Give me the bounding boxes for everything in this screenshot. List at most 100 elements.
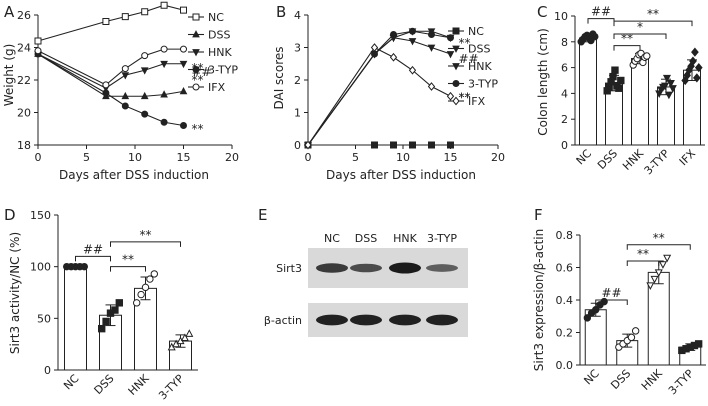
legend-marker-IFX xyxy=(452,96,460,106)
y-tick-label: 10 xyxy=(554,10,568,23)
legend-label-NC: NC xyxy=(468,25,484,38)
panel-a-weight-chart: A Weight (g) Days after DSS induction 0 5… xyxy=(2,1,239,182)
blot-band-Sirt3-3-TYP xyxy=(426,264,458,272)
data-point-DSS xyxy=(617,76,625,85)
data-point-DSS xyxy=(611,66,619,74)
data-point-HNK xyxy=(650,275,659,284)
data-point-NC xyxy=(409,141,416,149)
x-tick-label: 0 xyxy=(35,151,42,164)
panel-f-plot: 0.0 0.2 0.4 0.6 0.8 NC DSS HNK 3-TYP ## ** ** xyxy=(556,229,706,397)
data-point-3-TYP xyxy=(664,91,673,100)
data-point-IFX xyxy=(427,82,436,91)
x-tick-label: 15 xyxy=(444,151,458,164)
data-point-HNK xyxy=(643,52,651,60)
legend-label-3-TYP: 3-TYP xyxy=(468,78,498,91)
y-tick-label: 0.2 xyxy=(556,327,574,340)
blot-row-label-Sirt3: Sirt3 xyxy=(276,262,302,275)
panel-b-xlabel: Days after DSS induction xyxy=(326,168,476,182)
series-line-HNK xyxy=(307,37,451,146)
data-point-NC xyxy=(160,1,168,9)
data-point-IFX xyxy=(102,81,110,89)
data-point-NC xyxy=(102,18,110,25)
data-point-HNK xyxy=(160,60,168,69)
category-label-DSS: DSS xyxy=(92,372,117,397)
data-point-NC xyxy=(34,37,42,45)
data-point-NC xyxy=(371,141,378,149)
x-tick-label: 10 xyxy=(128,151,142,164)
legend-label-IFX: IFX xyxy=(468,95,486,108)
y-tick-label: 8 xyxy=(561,36,568,49)
significance-bracket xyxy=(626,244,691,250)
data-point-HNK xyxy=(141,283,150,292)
data-point-DSS xyxy=(627,333,636,342)
significance-label: ** xyxy=(122,253,134,267)
x-tick-label: 15 xyxy=(177,151,191,164)
data-point-HNK xyxy=(408,38,417,46)
data-point-NC xyxy=(583,314,592,322)
data-point-3-TYP xyxy=(390,31,397,38)
significance-HNK: ** xyxy=(192,73,204,87)
panel-d-label: D xyxy=(4,206,16,224)
data-point-3-TYP xyxy=(180,333,189,342)
data-point-NC xyxy=(447,141,454,149)
data-point-DSS xyxy=(98,324,106,333)
y-tick-label: 0.6 xyxy=(556,262,574,275)
data-point-NC xyxy=(141,8,149,16)
y-tick-label: 24 xyxy=(17,42,31,55)
lane-label-3-TYP: 3-TYP xyxy=(427,232,457,245)
panel-a-label: A xyxy=(4,3,15,21)
blot-band-β-actin-3-TYP xyxy=(426,314,458,326)
panel-a-ylabel: Weight (g) xyxy=(2,44,16,107)
data-point-HNK xyxy=(654,269,663,277)
data-point-IFX xyxy=(160,45,168,53)
series-line-DSS xyxy=(37,53,184,97)
data-point-3-TYP xyxy=(428,31,435,38)
panel-e-label: E xyxy=(258,206,267,224)
y-tick-label: 3 xyxy=(294,42,301,55)
bar-NC xyxy=(64,266,87,371)
data-point-IFX xyxy=(180,45,187,53)
significance-bracket xyxy=(613,33,667,40)
significance-DSS: ** xyxy=(459,36,471,50)
data-point-IFX xyxy=(694,62,703,73)
x-tick-label: 5 xyxy=(352,151,359,164)
legend-label-HNK: HNK xyxy=(208,46,233,59)
data-point-3-TYP xyxy=(160,118,168,126)
data-point-NC xyxy=(180,6,187,14)
legend-marker-3-TYP xyxy=(192,66,200,73)
x-tick-label: 10 xyxy=(396,151,410,164)
panel-c-label: C xyxy=(537,3,547,21)
category-label-3-TYP: 3-TYP xyxy=(156,372,187,402)
y-tick-label: 18 xyxy=(17,139,31,152)
data-point-3-TYP xyxy=(447,34,454,42)
data-point-DSS xyxy=(121,91,130,100)
panel-f-ylabel: Sirt3 expression/β-actin xyxy=(532,229,546,371)
legend-marker-DSS xyxy=(452,45,460,53)
y-tick-label: 0 xyxy=(294,139,301,152)
data-point-DSS xyxy=(631,327,640,335)
data-point-DSS xyxy=(140,91,149,100)
legend-marker-IFX xyxy=(192,83,200,91)
significance-bracket xyxy=(626,260,660,266)
data-point-3-TYP xyxy=(121,102,129,110)
significance-label: ** xyxy=(647,7,659,21)
significance-bracket xyxy=(613,20,693,27)
data-point-NC xyxy=(428,141,435,149)
category-label-IFX: IFX xyxy=(677,147,699,169)
y-tick-label: 4 xyxy=(294,9,301,22)
y-tick-label: 2 xyxy=(294,74,301,87)
lane-label-HNK: HNK xyxy=(393,232,418,245)
series-line-NC xyxy=(37,4,184,42)
legend-marker-3-TYP xyxy=(452,80,460,87)
data-point-IFX xyxy=(304,140,312,150)
data-point-DSS xyxy=(179,87,188,95)
data-point-3-TYP xyxy=(185,329,194,337)
significance-bracket xyxy=(613,45,641,51)
data-point-3-TYP xyxy=(371,50,378,58)
data-point-DSS xyxy=(111,306,119,314)
legend-marker-HNK xyxy=(192,49,200,57)
panel-b-ylabel: DAI scores xyxy=(272,46,286,109)
series-line-HNK xyxy=(37,53,184,89)
significance-label: ## xyxy=(83,242,103,256)
